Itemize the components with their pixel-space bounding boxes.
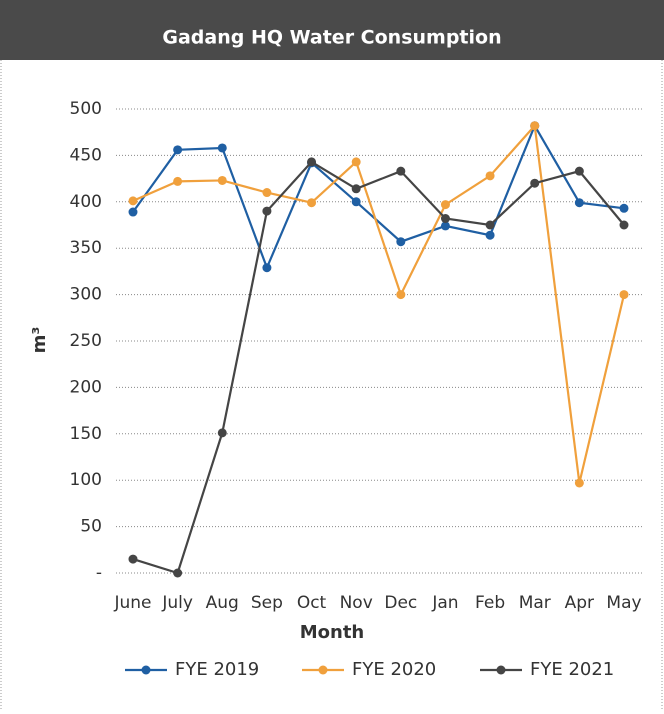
y-tick-label: 400 xyxy=(70,192,102,212)
x-tick-label: Jan xyxy=(431,593,458,613)
data-point xyxy=(440,221,450,231)
data-point xyxy=(530,178,540,188)
data-point xyxy=(440,214,450,224)
x-tick-label: Oct xyxy=(297,593,327,613)
x-axis-label: Month xyxy=(300,622,365,643)
data-point xyxy=(485,220,495,230)
data-point xyxy=(485,171,495,181)
data-point xyxy=(440,200,450,210)
data-point xyxy=(396,166,406,176)
data-point xyxy=(396,290,406,300)
legend-marker xyxy=(141,665,151,675)
data-point xyxy=(530,121,540,131)
x-tick-label: Aug xyxy=(206,593,239,613)
legend-label: FYE 2021 xyxy=(530,659,614,680)
y-tick-label: 350 xyxy=(70,238,102,258)
data-point xyxy=(217,175,227,185)
x-tick-label: Sep xyxy=(251,593,283,613)
series-line xyxy=(132,123,626,484)
x-tick-label: June xyxy=(113,593,151,613)
data-point xyxy=(128,207,138,217)
data-point xyxy=(262,206,272,216)
data-point xyxy=(351,197,361,207)
y-tick-label: 50 xyxy=(80,517,102,537)
data-point xyxy=(173,568,183,578)
data-point xyxy=(485,230,495,240)
data-point xyxy=(619,203,629,213)
data-point xyxy=(217,428,227,438)
y-tick-label: 250 xyxy=(70,331,102,351)
series-line xyxy=(132,160,625,575)
y-tick-label: 150 xyxy=(70,424,102,444)
data-point xyxy=(619,220,629,230)
legend-marker xyxy=(496,665,506,675)
x-tick-label: Mar xyxy=(519,593,551,613)
data-point xyxy=(351,184,361,194)
y-tick-label: 450 xyxy=(70,145,102,165)
y-tick-label: 100 xyxy=(70,470,102,490)
data-point xyxy=(173,176,183,186)
data-point xyxy=(574,478,584,488)
data-point xyxy=(307,157,317,167)
data-point xyxy=(574,198,584,208)
y-tick-label: 200 xyxy=(70,377,102,397)
data-point xyxy=(307,198,317,208)
y-axis-label: m³ xyxy=(29,327,50,354)
data-point xyxy=(619,290,629,300)
data-point xyxy=(396,237,406,247)
x-tick-label: Nov xyxy=(340,593,373,613)
x-tick-label: July xyxy=(161,593,193,613)
data-point xyxy=(262,263,272,273)
y-tick-label: 300 xyxy=(70,285,102,305)
data-point xyxy=(262,188,272,198)
x-tick-label: May xyxy=(606,593,641,613)
data-point xyxy=(351,157,361,167)
x-tick-label: Dec xyxy=(384,593,417,613)
data-point xyxy=(217,143,227,153)
data-point xyxy=(128,554,138,564)
x-tick-label: Feb xyxy=(475,593,505,613)
x-tick-label: Apr xyxy=(565,593,594,613)
legend-label: FYE 2020 xyxy=(352,659,436,680)
legend-label: FYE 2019 xyxy=(175,659,259,680)
title-bar xyxy=(0,0,664,60)
chart-title: Gadang HQ Water Consumption xyxy=(162,27,501,49)
legend-marker xyxy=(318,665,328,675)
data-point xyxy=(128,196,138,206)
y-tick-label: 500 xyxy=(70,99,102,119)
data-point xyxy=(173,145,183,155)
y-tick-label: - xyxy=(96,563,102,583)
series-line xyxy=(132,123,625,271)
data-point xyxy=(574,166,584,176)
